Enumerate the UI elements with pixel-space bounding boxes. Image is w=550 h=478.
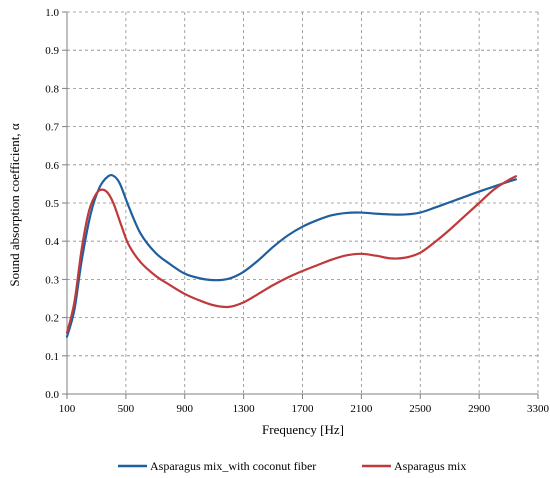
x-tick-label: 3300 (527, 403, 550, 415)
y-tick-label: 0.6 (45, 160, 59, 172)
legend-label-coconut-fiber: Asparagus mix_with coconut fiber (150, 459, 316, 473)
x-tick-label: 2100 (350, 403, 373, 415)
y-tick-label: 0.0 (45, 389, 59, 401)
y-tick-label: 0.4 (45, 236, 59, 248)
x-tick-label: 1700 (292, 403, 315, 415)
x-tick-label: 1300 (233, 403, 256, 415)
y-tick-label: 1.0 (45, 7, 59, 19)
y-tick-label: 0.5 (45, 198, 59, 210)
y-axis-title: Sound absorption coefficient, α (7, 123, 22, 286)
grid-layer (67, 11, 539, 394)
x-tick-label: 500 (118, 403, 135, 415)
y-tick-label: 0.9 (45, 45, 59, 57)
y-tick-label: 0.7 (45, 122, 59, 134)
series-line-asparagus-mix (65, 175, 518, 334)
legend: Asparagus mix_with coconut fiber Asparag… (118, 459, 466, 473)
y-tick-label: 0.1 (45, 351, 59, 363)
legend-label-asparagus-mix: Asparagus mix (394, 459, 466, 473)
series-line-coconut-fiber (65, 173, 518, 338)
x-tick-label: 2900 (468, 403, 491, 415)
x-tick-label: 900 (177, 403, 194, 415)
y-tick-label: 0.8 (45, 83, 59, 95)
series-layer (65, 173, 518, 338)
x-axis-title: Frequency [Hz] (262, 422, 344, 437)
x-tick-label: 2500 (409, 403, 432, 415)
tick-label-layer: 100 500 900 1300 1700 2100 2500 2900 3300 0.0 0.1 0… (45, 7, 549, 415)
y-tick-label: 0.2 (45, 313, 59, 325)
x-tick-label: 100 (59, 403, 76, 415)
y-tick-label: 0.3 (45, 274, 59, 286)
